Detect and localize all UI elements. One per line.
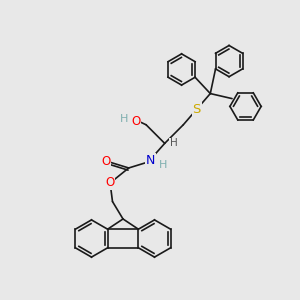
Text: N: N [146,154,155,167]
Text: S: S [193,103,201,116]
Text: O: O [101,155,110,169]
Text: H: H [159,160,167,170]
Text: O: O [106,176,115,190]
Text: H: H [120,114,128,124]
Text: H: H [170,138,178,148]
Text: O: O [132,115,141,128]
